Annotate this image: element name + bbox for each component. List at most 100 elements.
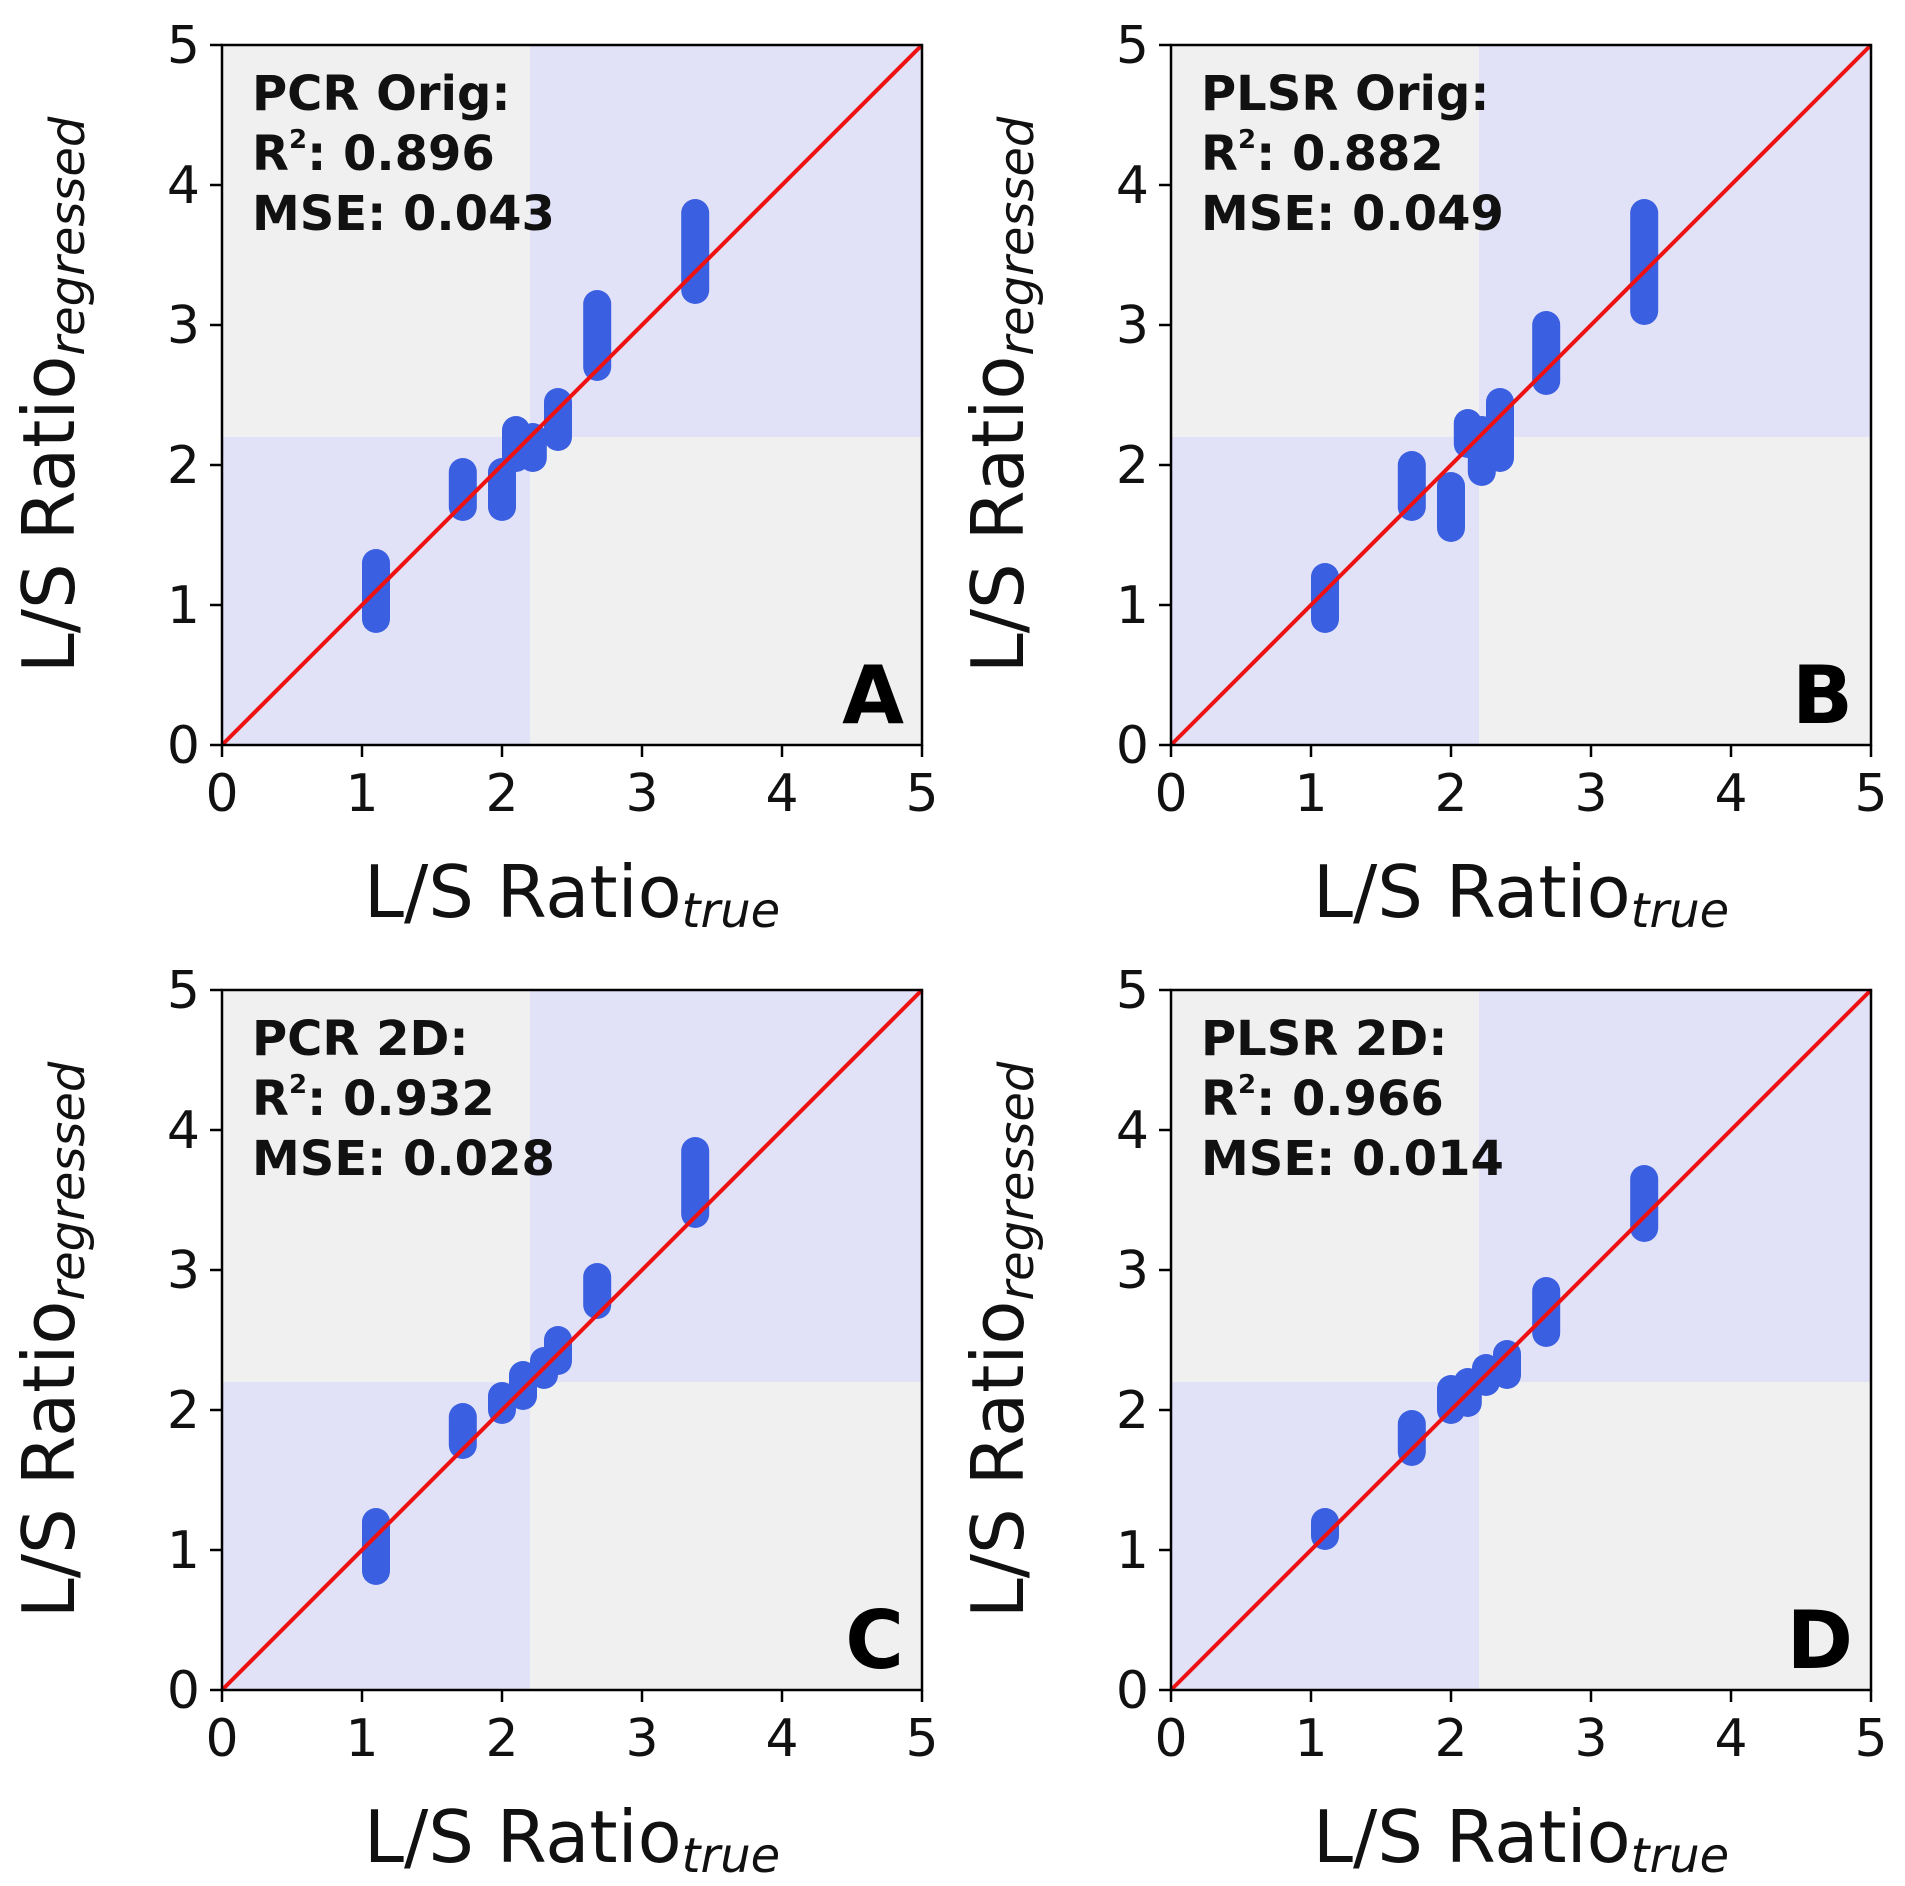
- y-axis-label-subscript: regressed: [40, 1061, 96, 1301]
- x-tick-label: 5: [1854, 1709, 1887, 1769]
- quadrant-bottom-right: [1479, 1382, 1871, 1690]
- r2-value: : 0.932: [307, 1071, 495, 1127]
- y-axis-label: L/S Ratioregressed: [956, 116, 1045, 673]
- plot-frame: [220, 43, 924, 747]
- x-tick-label: 4: [765, 1709, 798, 1769]
- x-axis-label-main: L/S Ratio: [364, 850, 682, 934]
- panel-letter: C: [845, 1594, 904, 1687]
- y-tick-label: 1: [167, 576, 200, 636]
- r2-value: : 0.896: [307, 126, 495, 182]
- y-tick-label: 4: [167, 156, 200, 216]
- y-tick-label: 0: [167, 1661, 200, 1721]
- y-tick-label: 2: [1116, 1381, 1149, 1441]
- y-axis-label-main: L/S Ratio: [7, 356, 91, 674]
- r2-symbol: R: [252, 1071, 289, 1127]
- x-tick-label: 0: [1154, 764, 1187, 824]
- y-axis-label-subscript: regressed: [40, 116, 96, 356]
- y-tick-label: 1: [1116, 1521, 1149, 1581]
- x-tick-label: 5: [1854, 764, 1887, 824]
- y-tick-label: 3: [1116, 296, 1149, 356]
- x-tick-label: 4: [765, 764, 798, 824]
- x-tick-label: 2: [1434, 1709, 1467, 1769]
- x-tick-label: 0: [205, 764, 238, 824]
- identity-line: [1169, 43, 1873, 747]
- r2-superscript: 2: [289, 1070, 307, 1100]
- x-tick-label: 2: [1434, 764, 1467, 824]
- x-tick-label: 3: [625, 764, 658, 824]
- y-tick-label: 4: [1116, 156, 1149, 216]
- x-tick-label: 1: [345, 1709, 378, 1769]
- r2-annotation: R2: 0.966: [1201, 1070, 1444, 1127]
- x-tick-label: 3: [1574, 764, 1607, 824]
- y-axis-label: L/S Ratioregressed: [7, 1061, 96, 1618]
- plot-frame: [1169, 988, 1873, 1692]
- x-axis-label: L/S Ratiotrue: [1313, 850, 1729, 939]
- x-tick-label: 1: [345, 764, 378, 824]
- y-axis-label-subscript: regressed: [989, 1061, 1045, 1301]
- x-tick-label: 0: [1154, 1709, 1187, 1769]
- model-title: PLSR 2D:: [1201, 1011, 1447, 1067]
- y-tick-label: 0: [167, 716, 200, 776]
- r2-superscript: 2: [1238, 1070, 1256, 1100]
- quadrant-top-left: [1171, 45, 1479, 437]
- y-tick-label: 1: [167, 1521, 200, 1581]
- x-axis-label-subscript: true: [682, 1828, 781, 1884]
- panel-letter: A: [842, 649, 904, 742]
- x-axis-label: L/S Ratiotrue: [1313, 1795, 1729, 1884]
- r2-superscript: 2: [1238, 125, 1256, 155]
- r2-value: : 0.882: [1256, 126, 1444, 182]
- x-tick-label: 1: [1294, 764, 1327, 824]
- x-tick-label: 2: [485, 764, 518, 824]
- plot-frame: [220, 988, 924, 1692]
- r2-symbol: R: [1201, 1071, 1238, 1127]
- x-tick-label: 0: [205, 1709, 238, 1769]
- mse-annotation: MSE: 0.043: [252, 186, 555, 242]
- r2-superscript: 2: [289, 125, 307, 155]
- y-tick-label: 2: [167, 1381, 200, 1441]
- y-tick-label: 0: [1116, 716, 1149, 776]
- identity-line: [1169, 988, 1873, 1692]
- y-tick-label: 4: [1116, 1101, 1149, 1161]
- x-axis-label-main: L/S Ratio: [1313, 850, 1631, 934]
- x-axis-label: L/S Ratiotrue: [364, 1795, 780, 1884]
- quadrant-top-left: [222, 45, 530, 437]
- model-title: PCR 2D:: [252, 1011, 469, 1067]
- r2-symbol: R: [1201, 126, 1238, 182]
- x-axis-label-subscript: true: [1631, 883, 1730, 939]
- panel-letter: D: [1787, 1594, 1853, 1687]
- quadrant-top-left: [1171, 990, 1479, 1382]
- x-tick-label: 5: [905, 764, 938, 824]
- x-axis-label-subscript: true: [1631, 1828, 1730, 1884]
- identity-line: [220, 988, 924, 1692]
- plot-frame: [1169, 43, 1873, 747]
- y-tick-label: 5: [1116, 16, 1149, 76]
- quadrant-bottom-right: [530, 1382, 922, 1690]
- mse-annotation: MSE: 0.028: [252, 1131, 555, 1187]
- y-tick-label: 3: [1116, 1241, 1149, 1301]
- y-tick-label: 3: [167, 296, 200, 356]
- y-tick-label: 1: [1116, 576, 1149, 636]
- y-tick-label: 0: [1116, 1661, 1149, 1721]
- y-tick-label: 5: [167, 16, 200, 76]
- model-title: PCR Orig:: [252, 66, 511, 122]
- r2-value: : 0.966: [1256, 1071, 1444, 1127]
- y-tick-label: 3: [167, 1241, 200, 1301]
- x-axis-label: L/S Ratiotrue: [364, 850, 780, 939]
- x-tick-label: 3: [625, 1709, 658, 1769]
- x-axis-label-subscript: true: [682, 883, 781, 939]
- r2-annotation: R2: 0.882: [1201, 125, 1444, 182]
- x-tick-label: 2: [485, 1709, 518, 1769]
- mse-annotation: MSE: 0.049: [1201, 186, 1504, 242]
- y-tick-label: 2: [1116, 436, 1149, 496]
- x-tick-label: 3: [1574, 1709, 1607, 1769]
- mse-annotation: MSE: 0.014: [1201, 1131, 1504, 1187]
- quadrant-bottom-right: [1479, 437, 1871, 745]
- r2-annotation: R2: 0.896: [252, 125, 495, 182]
- panel-letter: B: [1792, 649, 1853, 742]
- x-tick-label: 4: [1714, 1709, 1747, 1769]
- x-axis-label-main: L/S Ratio: [1313, 1795, 1631, 1879]
- y-axis-label-subscript: regressed: [989, 116, 1045, 356]
